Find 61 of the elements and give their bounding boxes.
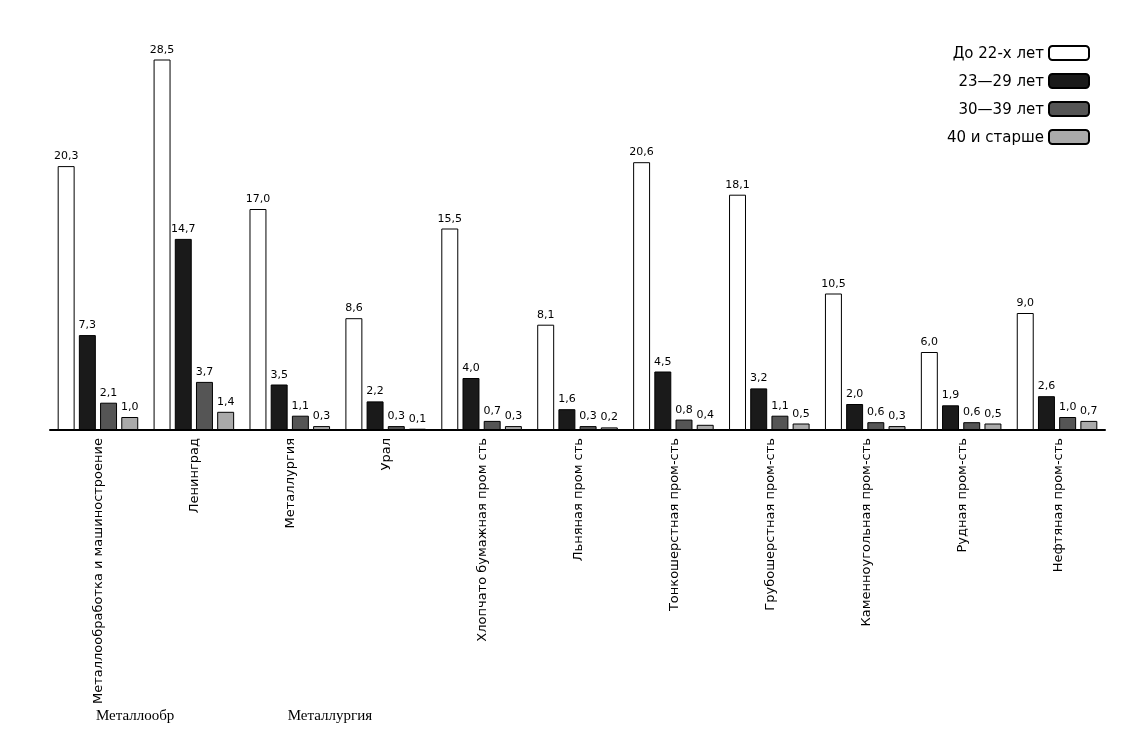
data-label: 1,9: [941, 388, 960, 402]
data-label: 1,1: [291, 398, 310, 412]
legend-label: До 22-х лет: [952, 44, 1045, 62]
data-label: 20,6: [629, 145, 654, 159]
data-label: 3,5: [270, 367, 288, 381]
data-label: 18,1: [725, 177, 750, 191]
legend-label: 23—29 лет: [958, 72, 1045, 90]
data-label: 1,6: [558, 392, 576, 406]
legend-label: 30—39 лет: [958, 100, 1045, 118]
x-tick-label: Хлопчато бумажная пром сть: [474, 438, 490, 642]
data-label: 1,0: [1058, 400, 1077, 413]
data-label: 15,5: [437, 211, 463, 225]
data-label: 0,4: [696, 407, 714, 421]
x-tick-label: Тонкошерстная пром-сть: [665, 438, 681, 613]
data-label: 0,3: [387, 409, 406, 423]
data-label: 0,5: [984, 406, 1002, 420]
text: Металлургия: [287, 706, 373, 723]
x-tick-label: Ленинград: [186, 438, 202, 514]
data-label: 0,5: [792, 406, 810, 420]
data-label: 10,5: [821, 276, 846, 290]
data-label: 0,3: [504, 409, 523, 423]
data-label: 9,0: [1016, 296, 1034, 309]
data-label: 28,5: [149, 42, 175, 56]
data-label: 3,7: [195, 364, 214, 378]
data-label: 20,3: [53, 149, 79, 163]
x-tick-label: Каменноугольная пром-сть: [857, 438, 873, 627]
data-label: 6,0: [920, 335, 939, 348]
x-tick-label: Нефтяная пром-сть: [1049, 438, 1065, 573]
data-label: 4,0: [462, 361, 480, 374]
data-label: 7,3: [78, 318, 97, 332]
data-label: 0,8: [675, 402, 693, 416]
x-tick-label: Металлообработка и машиностроение: [90, 438, 106, 705]
data-label: 1,0: [121, 400, 139, 413]
data-label: 0,7: [1080, 403, 1098, 417]
x-tick-label: Грубошерстная пром-сть: [761, 438, 777, 611]
data-label: 2,2: [366, 384, 384, 398]
data-label: 8,1: [536, 307, 555, 321]
data-label: 0,6: [867, 405, 885, 419]
data-label: 0,1: [408, 411, 427, 425]
data-label: 0,3: [579, 409, 597, 423]
x-tick-label: Урал: [378, 438, 394, 471]
text: Металлообр: [95, 706, 175, 723]
data-label: 3,2: [749, 371, 768, 385]
x-tick-label: Льняная пром сть: [570, 438, 585, 562]
data-label: 0,2: [600, 410, 619, 424]
data-label: 0,6: [962, 405, 981, 419]
x-tick-label: Металлургия: [282, 438, 298, 529]
data-label: 8,6: [345, 301, 363, 315]
data-label: 0,3: [312, 409, 331, 423]
data-label: 0,3: [888, 409, 906, 423]
data-label: 2,6: [1037, 379, 1056, 393]
legend-label: 40 и старше: [946, 128, 1044, 146]
data-label: 2,1: [99, 385, 118, 399]
data-label: 1,1: [771, 398, 789, 412]
data-label: 4,5: [654, 354, 672, 368]
data-label: 2,0: [845, 387, 864, 400]
data-label: 17,0: [245, 192, 271, 205]
data-label: 0,7: [483, 403, 501, 417]
data-label: 14,7: [171, 221, 196, 235]
x-tick-label: Рудная пром-сть: [953, 438, 969, 553]
data-label: 1,4: [216, 394, 235, 408]
